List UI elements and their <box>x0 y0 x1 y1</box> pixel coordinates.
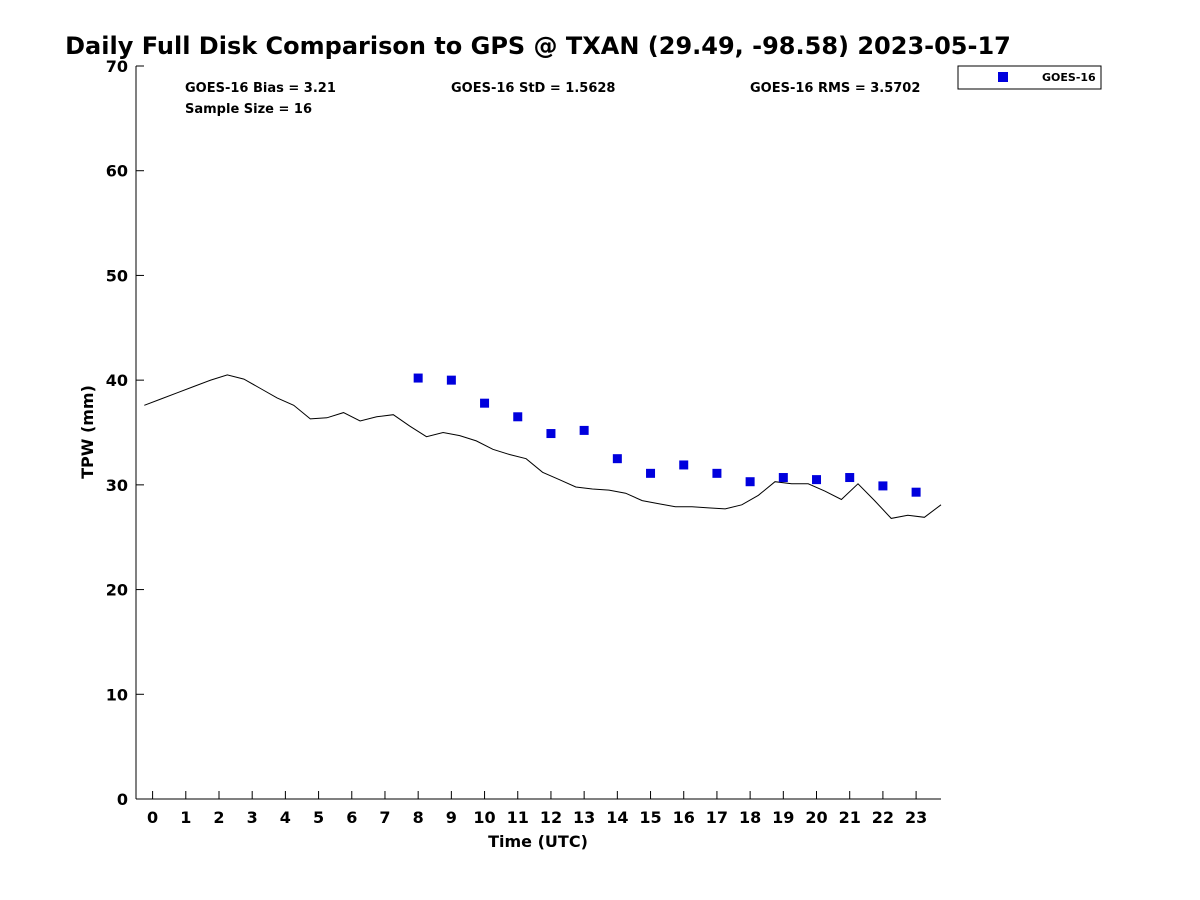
goes16-point <box>612 454 622 464</box>
y-tick-label: 70 <box>106 57 128 76</box>
goes16-point <box>446 375 456 385</box>
x-tick-label: 0 <box>147 808 158 827</box>
chart-title: Daily Full Disk Comparison to GPS @ TXAN… <box>65 32 1011 60</box>
y-tick-label: 40 <box>106 371 128 390</box>
y-tick-label: 30 <box>106 476 128 495</box>
std-stat: GOES-16 StD = 1.5628 <box>451 81 615 96</box>
sample-size-stat: Sample Size = 16 <box>185 102 312 117</box>
goes16-point <box>845 473 855 483</box>
goes16-point <box>546 429 556 439</box>
y-tick-label: 60 <box>106 162 128 181</box>
x-tick-label: 2 <box>213 808 224 827</box>
x-tick-label: 16 <box>673 808 695 827</box>
goes16-point <box>911 487 921 497</box>
goes16-point <box>712 468 722 478</box>
x-tick-label: 11 <box>507 808 529 827</box>
x-tick-label: 3 <box>247 808 258 827</box>
goes16-point <box>413 373 423 383</box>
x-tick-label: 20 <box>805 808 827 827</box>
x-tick-label: 12 <box>540 808 562 827</box>
x-tick-label: 22 <box>872 808 894 827</box>
x-tick-label: 10 <box>473 808 495 827</box>
legend-box <box>957 65 1102 90</box>
x-tick-label: 15 <box>639 808 661 827</box>
x-tick-label: 17 <box>706 808 728 827</box>
legend-marker-goes16 <box>998 72 1008 82</box>
x-tick-label: 13 <box>573 808 595 827</box>
goes16-point <box>646 468 656 478</box>
rms-stat: GOES-16 RMS = 3.5702 <box>750 81 920 96</box>
goes16-point <box>679 460 689 470</box>
goes16-point <box>480 398 490 408</box>
x-tick-label: 6 <box>346 808 357 827</box>
y-axis-label: TPW (mm) <box>78 385 97 479</box>
x-tick-label: 7 <box>379 808 390 827</box>
goes16-points <box>413 373 921 497</box>
x-tick-label: 4 <box>280 808 291 827</box>
x-tick-label: 5 <box>313 808 324 827</box>
gps-line-series <box>144 374 942 519</box>
y-tick-label: 20 <box>106 581 128 600</box>
bias-stat: GOES-16 Bias = 3.21 <box>185 81 336 96</box>
y-tick-label: 0 <box>117 790 128 809</box>
x-tick-label: 14 <box>606 808 628 827</box>
x-axis-label: Time (UTC) <box>488 832 588 851</box>
x-tick-label: 21 <box>839 808 861 827</box>
x-tick-label: 9 <box>446 808 457 827</box>
goes16-point <box>778 473 788 483</box>
goes16-point <box>745 477 755 487</box>
legend-label-goes16: GOES-16 <box>1042 71 1096 84</box>
legend: GOES-16 <box>957 65 1102 90</box>
goes16-point <box>812 475 822 485</box>
x-tick-label: 18 <box>739 808 761 827</box>
x-tick-label: 23 <box>905 808 927 827</box>
x-tick-label: 8 <box>413 808 424 827</box>
y-tick-label: 50 <box>106 266 128 285</box>
goes16-point <box>513 412 523 422</box>
x-tick-label: 1 <box>180 808 191 827</box>
goes16-point <box>878 481 888 491</box>
y-tick-label: 10 <box>106 685 128 704</box>
gps-series-line <box>144 374 942 519</box>
goes16-point <box>579 425 589 435</box>
x-tick-label: 19 <box>772 808 794 827</box>
